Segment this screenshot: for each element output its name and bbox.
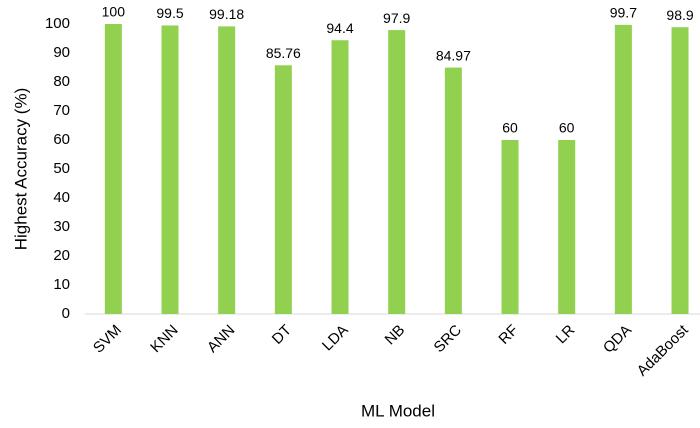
data-label: 98.9 [666,7,693,23]
y-axis-title: Highest Accuracy (%) [11,88,30,251]
x-tick-label: DT [269,322,295,348]
bar [218,26,236,315]
bar [671,27,689,314]
bar [558,140,576,314]
bar [501,140,519,314]
bar [388,30,406,315]
bar [614,24,632,315]
x-tick-label: SVM [90,322,125,357]
bar [274,65,292,315]
bar [331,40,349,315]
data-label: 99.7 [610,5,637,21]
y-tick-label: 0 [62,305,70,322]
x-tick-label: LR [553,322,579,348]
data-label: 99.5 [156,5,183,21]
data-label: 60 [559,120,575,136]
bar [104,24,122,314]
y-tick-label: 100 [45,15,70,32]
data-label: 84.97 [436,47,471,63]
x-tick-label: KNN [147,322,181,356]
data-label: 60 [502,120,518,136]
y-tick-label: 60 [53,131,70,148]
y-tick-label: 90 [53,44,70,61]
x-tick-label: RF [495,322,521,348]
bar [444,67,462,314]
x-tick-label: ANN [204,322,238,356]
data-label: 100 [102,4,126,20]
data-label: 97.9 [383,10,410,26]
y-tick-label: 20 [53,247,70,264]
y-tick-label: 10 [53,276,70,293]
x-tick-label: SRC [431,321,466,356]
x-tick-label: NB [382,322,409,349]
x-tick-label: AdaBoost [634,321,693,380]
bar [161,25,179,314]
y-tick-label: 80 [53,73,70,90]
y-tick-label: 40 [53,189,70,206]
data-label: 99.18 [209,6,244,22]
x-axis-title: ML Model [361,401,435,420]
y-tick-label: 50 [53,160,70,177]
y-tick-label: 30 [53,218,70,235]
data-label: 85.76 [266,45,301,61]
x-tick-label: QDA [600,322,635,357]
data-label: 94.4 [326,20,353,36]
x-tick-label: LDA [319,322,352,355]
y-tick-label: 70 [53,102,70,119]
